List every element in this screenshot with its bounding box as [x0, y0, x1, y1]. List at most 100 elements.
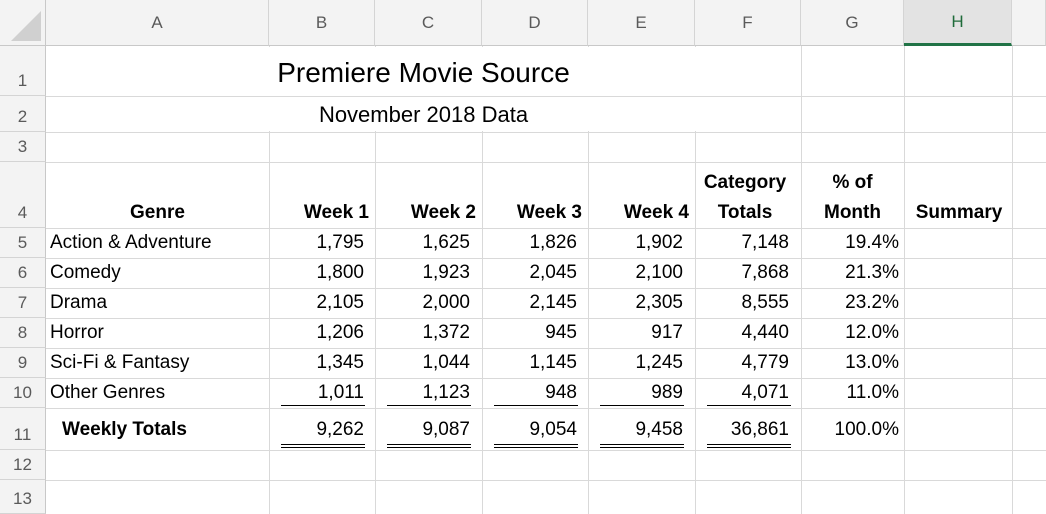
cell-week3[interactable]: 1,145 — [529, 352, 577, 373]
cell-week4[interactable]: 1,902 — [635, 232, 683, 253]
gridline-h — [46, 228, 1046, 229]
cell-week3[interactable]: 945 — [545, 322, 577, 343]
gridline-h — [46, 162, 1046, 163]
cell-genre[interactable]: Sci-Fi & Fantasy — [50, 352, 190, 373]
row-header-1[interactable]: 1 — [0, 46, 46, 96]
sheet-title[interactable]: Premiere Movie Source — [277, 57, 570, 88]
cell-category-total[interactable]: 7,868 — [741, 262, 789, 283]
row-header-11[interactable]: 11 — [0, 408, 46, 450]
cell-category-total[interactable]: 4,440 — [741, 322, 789, 343]
cell-week4[interactable]: 2,100 — [635, 262, 683, 283]
row-header-9[interactable]: 9 — [0, 348, 46, 378]
row-header-8[interactable]: 8 — [0, 318, 46, 348]
underline-double — [494, 444, 578, 448]
gridline-h — [46, 288, 1046, 289]
cell-pct-month[interactable]: 12.0% — [845, 322, 899, 343]
row-header-6[interactable]: 6 — [0, 258, 46, 288]
cell-genre[interactable]: Horror — [50, 322, 104, 343]
header-week1[interactable]: Week 1 — [303, 202, 369, 223]
cell-pct-month[interactable]: 19.4% — [845, 232, 899, 253]
totals-category[interactable]: 36,861 — [730, 419, 789, 440]
cell-week4[interactable]: 917 — [651, 322, 683, 343]
gridline-v — [1012, 46, 1013, 514]
gridline-h — [46, 480, 1046, 481]
cell-week1[interactable]: 1,206 — [316, 322, 364, 343]
totals-pct[interactable]: 100.0% — [834, 419, 899, 440]
cell-week2[interactable]: 1,625 — [422, 232, 470, 253]
header-category-line1[interactable]: Category — [703, 172, 787, 193]
cell-week1[interactable]: 1,345 — [316, 352, 364, 373]
sheet-subtitle[interactable]: November 2018 Data — [318, 102, 529, 127]
gridline-h — [46, 378, 1046, 379]
column-header-h[interactable]: H — [904, 0, 1012, 46]
cell-category-total[interactable]: 4,779 — [741, 352, 789, 373]
totals-week2[interactable]: 9,087 — [422, 419, 470, 440]
gridline-h — [46, 132, 1046, 133]
column-header-d[interactable]: D — [482, 0, 588, 46]
column-header-i[interactable] — [1012, 0, 1046, 46]
cell-week1[interactable]: 1,800 — [316, 262, 364, 283]
cell-genre[interactable]: Drama — [50, 292, 108, 313]
cell-week2[interactable]: 1,123 — [422, 382, 470, 403]
header-pct-line1[interactable]: % of — [832, 172, 873, 193]
row-header-12[interactable]: 12 — [0, 450, 46, 480]
row-header-4[interactable]: 4 — [0, 162, 46, 228]
gridline-h — [46, 96, 1046, 97]
header-genre[interactable]: Genre — [130, 202, 185, 223]
gridline-v — [482, 46, 483, 514]
totals-week1[interactable]: 9,262 — [316, 419, 364, 440]
header-week3[interactable]: Week 3 — [516, 202, 582, 223]
cell-week3[interactable]: 948 — [545, 382, 577, 403]
column-header-b[interactable]: B — [269, 0, 375, 46]
gridline-v — [801, 46, 802, 514]
header-week2[interactable]: Week 2 — [410, 202, 476, 223]
select-all-button[interactable] — [0, 0, 46, 46]
cell-category-total[interactable]: 7,148 — [741, 232, 789, 253]
row-header-7[interactable]: 7 — [0, 288, 46, 318]
row-header-5[interactable]: 5 — [0, 228, 46, 258]
gridline-v — [904, 46, 905, 514]
totals-label[interactable]: Weekly Totals — [62, 419, 187, 440]
cell-week2[interactable]: 1,044 — [422, 352, 470, 373]
cell-week1[interactable]: 2,105 — [316, 292, 364, 313]
cell-week2[interactable]: 2,000 — [422, 292, 470, 313]
cell-week4[interactable]: 989 — [651, 382, 683, 403]
underline-double — [707, 444, 791, 448]
row-header-2[interactable]: 2 — [0, 96, 46, 132]
column-header-g[interactable]: G — [801, 0, 904, 46]
column-header-f[interactable]: F — [695, 0, 801, 46]
cell-week4[interactable]: 1,245 — [635, 352, 683, 373]
header-pct-line2: Month — [824, 202, 881, 223]
cell-category-total[interactable]: 4,071 — [741, 382, 789, 403]
underline-single — [387, 405, 471, 406]
row-header-10[interactable]: 10 — [0, 378, 46, 408]
cell-genre[interactable]: Comedy — [50, 262, 121, 283]
cell-category-total[interactable]: 8,555 — [741, 292, 789, 313]
cell-week3[interactable]: 1,826 — [529, 232, 577, 253]
cell-pct-month[interactable]: 13.0% — [845, 352, 899, 373]
cell-pct-month[interactable]: 23.2% — [845, 292, 899, 313]
cell-pct-month[interactable]: 21.3% — [845, 262, 899, 283]
cell-week2[interactable]: 1,372 — [422, 322, 470, 343]
totals-week4[interactable]: 9,458 — [635, 419, 683, 440]
totals-week3[interactable]: 9,054 — [529, 419, 577, 440]
header-week4[interactable]: Week 4 — [623, 202, 689, 223]
column-header-c[interactable]: C — [375, 0, 482, 46]
header-summary[interactable]: Summary — [915, 202, 1003, 223]
row-header-13[interactable]: 13 — [0, 480, 46, 514]
column-header-a[interactable]: A — [46, 0, 269, 46]
cell-pct-month[interactable]: 11.0% — [846, 382, 899, 403]
gridline-v — [375, 46, 376, 514]
underline-single — [494, 405, 578, 406]
cell-week2[interactable]: 1,923 — [422, 262, 470, 283]
cell-week4[interactable]: 2,305 — [635, 292, 683, 313]
cell-week1[interactable]: 1,011 — [317, 382, 364, 403]
cell-week1[interactable]: 1,795 — [316, 232, 364, 253]
cell-week3[interactable]: 2,045 — [529, 262, 577, 283]
cell-genre[interactable]: Action & Adventure — [50, 232, 212, 253]
column-header-e[interactable]: E — [588, 0, 695, 46]
cell-genre[interactable]: Other Genres — [50, 382, 166, 403]
cell-week3[interactable]: 2,145 — [529, 292, 577, 313]
row-header-3[interactable]: 3 — [0, 132, 46, 162]
gridline-h — [46, 318, 1046, 319]
